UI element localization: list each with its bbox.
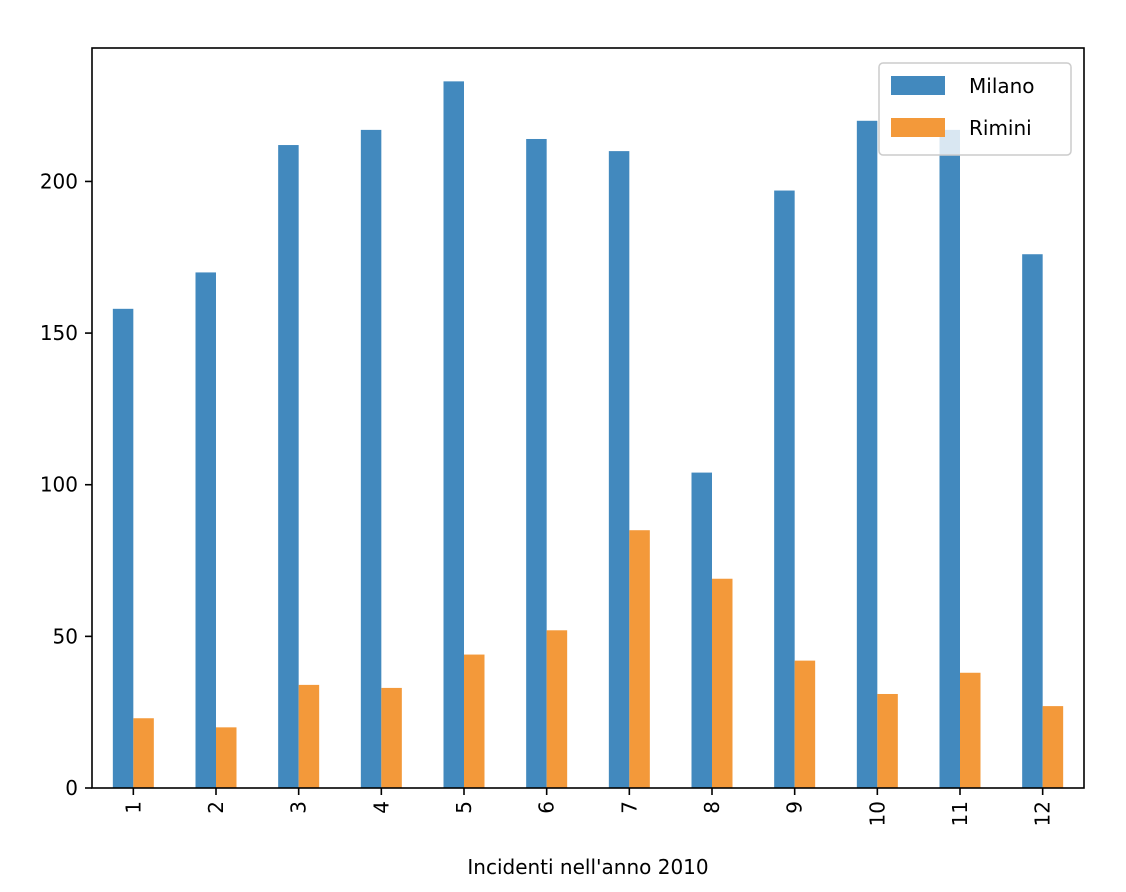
bar-milano-5 bbox=[443, 81, 464, 788]
bar-milano-3 bbox=[278, 145, 299, 788]
x-tick-label: 10 bbox=[865, 801, 889, 826]
y-tick-label: 50 bbox=[53, 624, 78, 648]
legend-label-milano: Milano bbox=[969, 74, 1035, 98]
bar-rimini-8 bbox=[712, 578, 733, 788]
bar-milano-9 bbox=[774, 190, 795, 788]
x-tick-label: 7 bbox=[617, 801, 641, 814]
bar-rimini-6 bbox=[546, 630, 568, 788]
bar-milano-4 bbox=[360, 129, 382, 788]
x-tick-label: 1 bbox=[121, 801, 145, 814]
bar-rimini-12 bbox=[1042, 706, 1064, 788]
bar-rimini-3 bbox=[298, 684, 320, 788]
legend-swatch-milano bbox=[891, 76, 945, 95]
bar-rimini-10 bbox=[877, 693, 898, 788]
bar-milano-1 bbox=[112, 308, 134, 788]
bar-rimini-7 bbox=[629, 530, 650, 788]
bar-milano-7 bbox=[608, 151, 630, 789]
x-tick-label: 4 bbox=[369, 801, 393, 814]
legend-label-rimini: Rimini bbox=[969, 116, 1032, 140]
bars-layer bbox=[112, 81, 1064, 789]
bar-rimini-4 bbox=[381, 687, 402, 788]
x-tick-label: 6 bbox=[535, 801, 559, 814]
x-tick-label: 3 bbox=[287, 801, 311, 814]
y-tick-label: 200 bbox=[40, 169, 78, 193]
x-tick-label: 8 bbox=[700, 801, 724, 814]
bar-milano-8 bbox=[691, 472, 712, 788]
legend-swatch-rimini bbox=[891, 118, 945, 137]
x-tick-label: 5 bbox=[452, 801, 476, 814]
bar-rimini-9 bbox=[794, 660, 816, 788]
bar-rimini-1 bbox=[133, 718, 154, 788]
bar-milano-12 bbox=[1022, 254, 1043, 789]
x-tick-label: 11 bbox=[948, 801, 972, 826]
legend: Milano Rimini bbox=[878, 62, 1072, 156]
bar-milano-2 bbox=[195, 272, 216, 788]
bar-milano-6 bbox=[526, 138, 547, 788]
y-tick-label: 150 bbox=[40, 321, 78, 345]
x-axis: 1 2 3 4 5 6 7 8 9 10 11 12 bbox=[121, 788, 1055, 826]
y-tick-label: 0 bbox=[65, 776, 78, 800]
plot-frame bbox=[91, 47, 1085, 789]
x-axis-title: Incidenti nell'anno 2010 bbox=[467, 855, 708, 879]
bar-milano-11 bbox=[939, 129, 960, 788]
y-tick-label: 100 bbox=[40, 473, 78, 497]
x-tick-label: 2 bbox=[204, 801, 228, 814]
y-axis: 0 50 100 150 200 bbox=[40, 169, 92, 800]
bar-milano-10 bbox=[856, 120, 878, 789]
bar-rimini-11 bbox=[960, 672, 981, 788]
x-tick-label: 9 bbox=[783, 801, 807, 814]
bar-rimini-2 bbox=[216, 727, 237, 788]
bar-rimini-5 bbox=[464, 654, 485, 788]
x-tick-label: 12 bbox=[1031, 801, 1055, 826]
